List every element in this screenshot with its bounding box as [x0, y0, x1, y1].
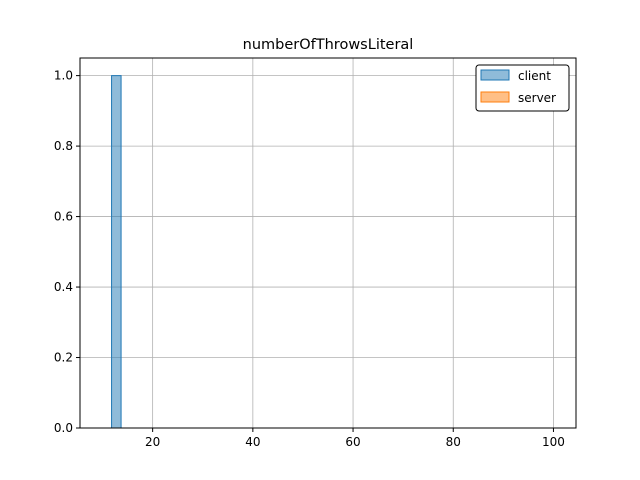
histogram-bar-client — [111, 75, 122, 429]
y-tick-label: 0.6 — [54, 210, 73, 224]
y-axis: 0.0 0.2 0.4 0.6 0.8 1.0 — [54, 69, 80, 435]
plot-frame — [79, 57, 577, 429]
y-tick-label: 1.0 — [54, 69, 73, 83]
chart-title: numberOfThrowsLiteral — [243, 37, 414, 53]
x-tick-label: 40 — [245, 435, 260, 449]
legend-swatch-server — [480, 91, 510, 103]
x-tick-label: 20 — [145, 435, 160, 449]
y-tick-label: 0.0 — [54, 421, 73, 435]
legend: client server — [475, 64, 570, 112]
bars — [111, 75, 122, 429]
x-tick-label: 60 — [345, 435, 360, 449]
y-tick-label: 0.8 — [54, 139, 73, 153]
x-tick-label: 100 — [542, 435, 565, 449]
x-tick-label: 80 — [446, 435, 461, 449]
y-tick-label: 0.4 — [54, 280, 73, 294]
legend-label-server: server — [518, 91, 556, 105]
legend-label-client: client — [518, 69, 551, 83]
legend-swatch-client — [480, 69, 510, 81]
y-tick-label: 0.2 — [54, 351, 73, 365]
x-axis: 20 40 60 80 100 — [145, 428, 565, 449]
